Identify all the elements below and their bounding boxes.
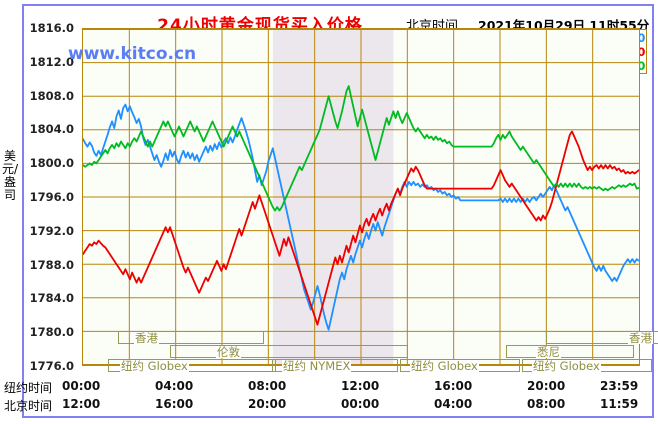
session-label: 纽约 Globex [532, 359, 601, 373]
session-label: 伦敦 [216, 345, 241, 359]
session-label: 纽约 NYMEX [282, 359, 352, 373]
x-axis-tick-beijing: 00:00 [341, 397, 380, 411]
outer-frame-top [22, 4, 654, 6]
y-axis-tick: 1796.0 [29, 190, 74, 204]
y-axis-tick: 1808.0 [29, 88, 74, 103]
x-axis-tick-ny: 23:59 [600, 379, 639, 393]
x-axis-tick-beijing: 04:00 [434, 397, 473, 411]
ny-time-row-label: 纽约时间 [4, 381, 53, 395]
series-line-green [83, 85, 639, 212]
chart-svg [83, 29, 639, 365]
y-axis-tick: 1780.0 [29, 325, 74, 340]
session-label: 香港 [628, 331, 653, 345]
x-axis-tick-ny: 20:00 [527, 379, 566, 393]
x-axis-tick-beijing: 20:00 [248, 397, 287, 411]
x-axis-tick-ny: 08:00 [248, 379, 287, 393]
y-axis-tick: 1812.0 [29, 54, 74, 69]
x-axis-tick-ny: 04:00 [155, 379, 194, 393]
x-axis-tick-ny: 12:00 [341, 379, 380, 393]
session-bar [506, 345, 634, 358]
y-axis-title-text: 美元/盎司 [2, 149, 19, 202]
x-axis-tick-beijing: 16:00 [155, 397, 194, 411]
chart-plot-area [82, 28, 640, 366]
series-line-red [83, 130, 639, 326]
series-line-blue [83, 103, 639, 331]
session-label: 香港 [134, 331, 159, 345]
y-axis-tick: 1804.0 [29, 122, 74, 137]
session-bar [118, 331, 264, 344]
session-bar [546, 331, 658, 344]
x-axis-tick-ny: 00:00 [62, 379, 101, 393]
session-label: 纽约 Globex [410, 359, 479, 373]
y-axis-tick: 1800.0 [29, 156, 74, 171]
y-axis-tick: 1816.0 [29, 21, 74, 35]
session-label: 纽约 Globex [120, 359, 189, 373]
session-bar [108, 359, 276, 372]
y-axis-tick: 1784.0 [29, 291, 74, 306]
x-axis-tick-ny: 16:00 [434, 379, 473, 393]
beijing-time-row-label: 北京时间 [4, 399, 53, 413]
y-axis-tick: 1776.0 [29, 359, 74, 373]
x-axis-tick-beijing: 08:00 [527, 397, 566, 411]
outer-frame-right [652, 4, 654, 418]
y-axis-tick: 1792.0 [29, 223, 74, 238]
y-axis-title: 美元/盎司 [2, 150, 18, 202]
x-axis-tick-beijing: 11:59 [600, 397, 639, 411]
x-axis-tick-beijing: 12:00 [62, 397, 101, 411]
session-label: 悉尼 [536, 345, 561, 359]
session-bar [170, 345, 408, 358]
y-axis-tick: 1788.0 [29, 257, 74, 272]
